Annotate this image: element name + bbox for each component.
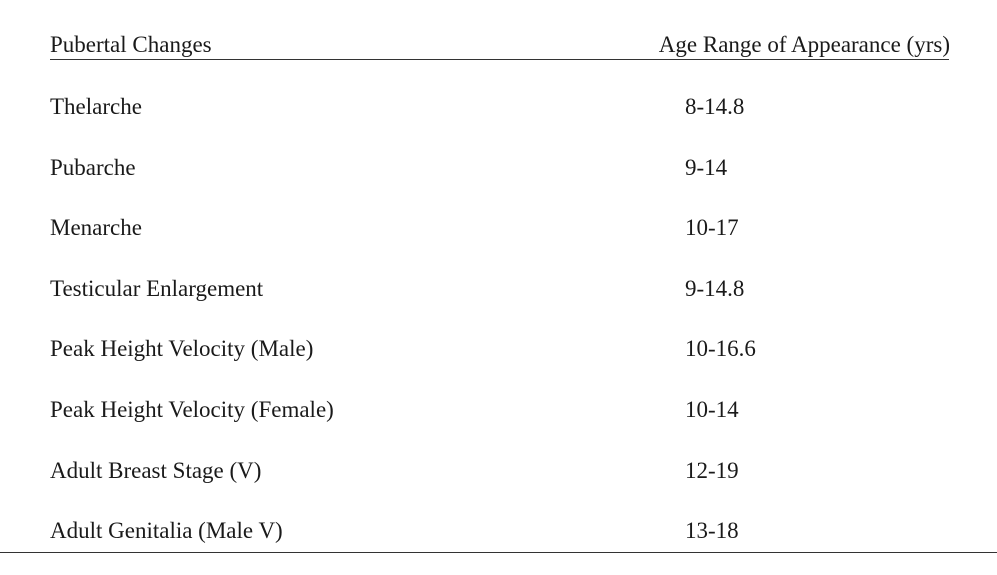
table-header: Pubertal Changes Age Range of Appearance… [50,30,950,60]
cell-change: Adult Genitalia (Male V) [50,518,283,544]
table-row: Thelarche 8-14.8 [0,90,997,151]
cell-change: Pubarche [50,154,136,180]
cell-change: Peak Height Velocity (Female) [50,396,334,422]
table-row: Peak Height Velocity (Female) 10-14 [0,393,997,454]
table-row: Adult Genitalia (Male V) 13-18 [0,514,997,575]
cell-age-range: 13-18 [685,518,739,544]
table-row: Testicular Enlargement 9-14.8 [0,272,997,333]
cell-age-range: 10-17 [685,215,739,241]
cell-age-range: 10-14 [685,396,739,422]
header-rule [50,59,949,60]
cell-change: Thelarche [50,94,142,119]
table-row: Adult Breast Stage (V) 12-19 [0,454,997,515]
cell-age-range: 9-14.8 [685,275,745,301]
cell-age-range: 8-14.8 [685,94,745,119]
cell-change: Testicular Enlargement [50,275,264,301]
table-row: Peak Height Velocity (Male) 10-16.6 [0,332,997,393]
cell-change: Peak Height Velocity (Male) [50,336,314,362]
table-body: Thelarche 8-14.8 Pubarche 9-14 Menarche … [0,90,997,575]
cell-change: Menarche [50,215,142,241]
cell-age-range: 10-16.6 [685,336,756,362]
table-row: Pubarche 9-14 [0,151,997,212]
column-header-pubertal-changes: Pubertal Changes [50,32,212,57]
column-header-age-range: Age Range of Appearance (yrs) [658,32,950,57]
table-row: Menarche 10-17 [0,211,997,272]
table-bottom-rule [0,552,997,553]
document-page: Pubertal Changes Age Range of Appearance… [0,30,997,553]
cell-change: Adult Breast Stage (V) [50,457,262,483]
cell-age-range: 12-19 [685,457,739,483]
cell-age-range: 9-14 [685,154,728,180]
